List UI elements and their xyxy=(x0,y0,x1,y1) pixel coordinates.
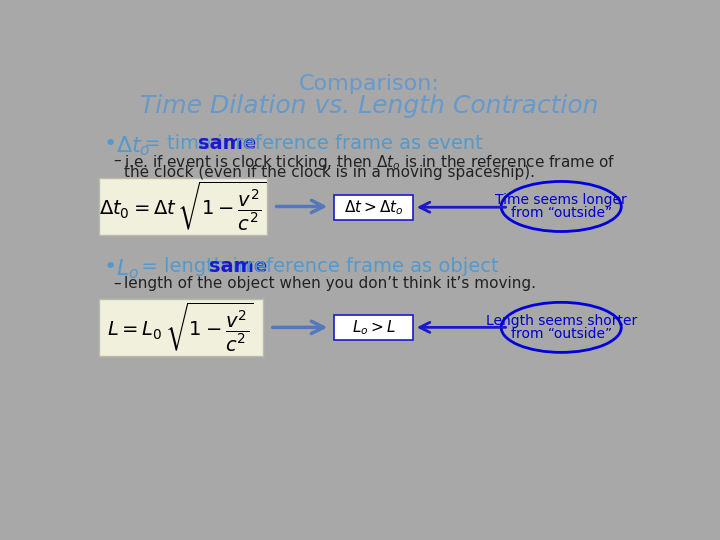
Text: same: same xyxy=(198,134,256,153)
FancyBboxPatch shape xyxy=(334,195,413,220)
Text: length of the object when you don’t think it’s moving.: length of the object when you don’t thin… xyxy=(124,276,536,291)
Text: –: – xyxy=(113,153,121,167)
Text: Time Dilation vs. Length Contraction: Time Dilation vs. Length Contraction xyxy=(140,94,598,118)
Text: $\Delta t_0 = \Delta t\,\sqrt{1 - \dfrac{v^2}{c^2}}$: $\Delta t_0 = \Delta t\,\sqrt{1 - \dfrac… xyxy=(99,180,266,233)
FancyBboxPatch shape xyxy=(99,299,263,356)
Text: $\mathit{L_o}$: $\mathit{L_o}$ xyxy=(117,257,140,281)
Text: Time seems longer: Time seems longer xyxy=(495,193,627,207)
Text: $\Delta t > \Delta t_o$: $\Delta t > \Delta t_o$ xyxy=(344,198,403,217)
Text: the clock (even if the clock is in a moving spaceship).: the clock (even if the clock is in a mov… xyxy=(124,165,535,180)
Text: = time in: = time in xyxy=(138,134,241,153)
Ellipse shape xyxy=(501,181,621,232)
Text: $\mathit{\Delta t_o}$: $\mathit{\Delta t_o}$ xyxy=(117,134,151,158)
Text: –: – xyxy=(113,276,121,291)
Text: $L_o > L$: $L_o > L$ xyxy=(352,318,395,337)
FancyBboxPatch shape xyxy=(334,315,413,340)
Text: •: • xyxy=(104,257,117,278)
Text: = length in: = length in xyxy=(135,257,256,276)
Text: same: same xyxy=(210,257,268,276)
Text: reference frame as event: reference frame as event xyxy=(229,134,482,153)
Text: Comparison:: Comparison: xyxy=(299,74,439,94)
Text: i.e. if event is clock ticking, then $\Delta t_o$ is in the reference frame of: i.e. if event is clock ticking, then $\D… xyxy=(124,153,616,172)
Text: from “outside”: from “outside” xyxy=(510,206,612,220)
Text: $L = L_0\,\sqrt{1 - \dfrac{v^2}{c^2}}$: $L = L_0\,\sqrt{1 - \dfrac{v^2}{c^2}}$ xyxy=(107,301,254,354)
FancyBboxPatch shape xyxy=(99,178,266,235)
Text: reference frame as object: reference frame as object xyxy=(240,257,499,276)
Text: •: • xyxy=(104,134,117,154)
Text: from “outside”: from “outside” xyxy=(510,327,612,341)
Ellipse shape xyxy=(501,302,621,353)
Text: Length seems shorter: Length seems shorter xyxy=(485,314,636,328)
